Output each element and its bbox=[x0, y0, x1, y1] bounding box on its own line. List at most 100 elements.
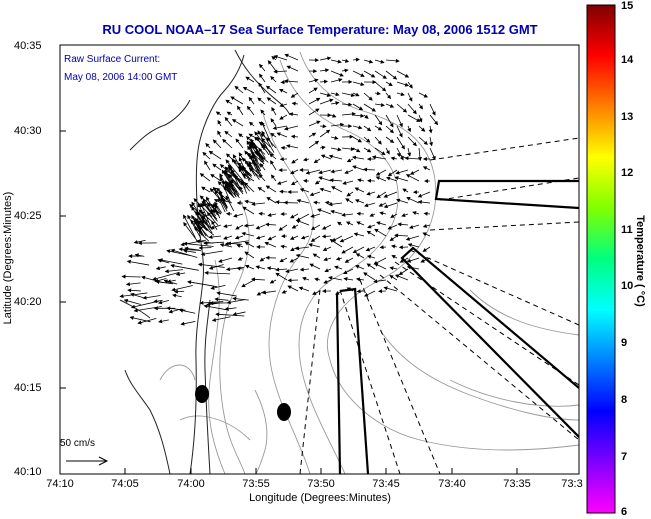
current-vector-head bbox=[273, 55, 278, 59]
y-tick-label: 40:15 bbox=[14, 382, 42, 394]
current-vector bbox=[219, 177, 231, 203]
current-vector-head bbox=[219, 243, 225, 248]
current-vector-head bbox=[206, 211, 211, 217]
current-vector bbox=[131, 300, 160, 308]
current-vector-head bbox=[231, 158, 236, 163]
current-vector-head bbox=[318, 170, 323, 175]
plot-frame bbox=[59, 44, 580, 475]
current-vector-head bbox=[261, 130, 266, 136]
current-vector-head bbox=[244, 182, 249, 187]
current-vector-head bbox=[335, 92, 340, 97]
current-vector-head bbox=[352, 165, 357, 170]
current-vector-head bbox=[212, 139, 218, 144]
current-vector-head bbox=[417, 193, 423, 198]
current-vector-head bbox=[321, 225, 327, 230]
current-vector-head bbox=[402, 188, 407, 193]
current-vector-head bbox=[369, 213, 374, 217]
current-vector-head bbox=[267, 60, 272, 65]
current-vector-head bbox=[319, 187, 324, 192]
current-vector-head bbox=[328, 202, 333, 207]
current-vector-head bbox=[334, 265, 339, 270]
current-vector bbox=[261, 121, 274, 147]
current-vector-head bbox=[214, 189, 219, 195]
current-vector-head bbox=[379, 211, 384, 216]
current-vector-head bbox=[309, 192, 315, 197]
current-vector-head bbox=[259, 257, 264, 262]
current-vector bbox=[201, 201, 218, 220]
current-vector-head bbox=[226, 300, 231, 305]
current-vector-head bbox=[255, 225, 261, 230]
current-vector-head bbox=[322, 124, 327, 129]
current-vector-head bbox=[329, 239, 335, 243]
current-vector-head bbox=[354, 199, 360, 203]
current-vector-head bbox=[203, 304, 208, 309]
current-vector-head bbox=[231, 119, 237, 123]
x-tick-label: 73:50 bbox=[307, 478, 335, 490]
current-vector-head bbox=[429, 142, 434, 147]
current-vector-head bbox=[407, 243, 413, 248]
current-vector bbox=[247, 146, 262, 168]
current-vector-head bbox=[278, 88, 284, 93]
current-vector-head bbox=[363, 167, 368, 172]
current-vector-head bbox=[267, 213, 272, 217]
current-vector-head bbox=[224, 306, 229, 311]
current-vector-head bbox=[241, 283, 246, 288]
current-vector bbox=[202, 198, 214, 217]
current-vector-head bbox=[233, 213, 238, 218]
current-vector-head bbox=[125, 282, 131, 287]
current-vector-head bbox=[428, 129, 433, 134]
current-vector-head bbox=[225, 267, 231, 272]
current-vector-head bbox=[251, 277, 256, 282]
current-vector-head bbox=[310, 213, 315, 218]
current-vector-head bbox=[137, 320, 142, 325]
current-vector bbox=[183, 215, 196, 238]
current-vector-head bbox=[227, 182, 232, 187]
current-vector-head bbox=[245, 76, 250, 81]
current-vector-head bbox=[141, 275, 146, 280]
current-vector-head bbox=[270, 174, 275, 179]
current-vector-head bbox=[312, 291, 317, 295]
x-tick-label: 73:3 bbox=[561, 478, 583, 490]
current-vector bbox=[184, 243, 214, 247]
current-vector-head bbox=[313, 87, 318, 92]
current-vector-head bbox=[408, 97, 413, 102]
current-vector bbox=[187, 281, 218, 288]
current-vector-head bbox=[265, 255, 270, 260]
current-vector-head bbox=[197, 202, 202, 208]
current-vector bbox=[167, 307, 186, 311]
current-vector-head bbox=[164, 269, 169, 274]
current-vector-head bbox=[290, 134, 296, 139]
current-vector bbox=[127, 260, 150, 266]
current-vector-head bbox=[200, 211, 205, 216]
current-vector-head bbox=[280, 80, 285, 85]
current-vector-head bbox=[419, 105, 424, 110]
current-vector-head bbox=[404, 82, 410, 87]
current-vector-head bbox=[191, 214, 195, 220]
current-vector-head bbox=[431, 155, 436, 161]
current-vector-head bbox=[232, 154, 237, 159]
current-vector-head bbox=[242, 206, 247, 211]
current-vector-head bbox=[212, 163, 217, 168]
current-vector-head bbox=[199, 195, 204, 200]
current-vector-head bbox=[356, 221, 361, 226]
x-axis-label: Longitude (Degrees:Minutes) bbox=[249, 492, 391, 504]
radial-coverage-lines bbox=[299, 137, 579, 474]
current-vector-head bbox=[137, 241, 142, 246]
current-vector-head bbox=[281, 289, 286, 294]
current-vector-head bbox=[261, 121, 265, 126]
current-vector-head bbox=[343, 270, 348, 274]
scale-vector-label: 50 cm/s bbox=[60, 438, 96, 449]
current-vector-head bbox=[337, 59, 342, 64]
current-vector-head bbox=[295, 253, 300, 258]
current-vector-head bbox=[223, 224, 228, 229]
current-vector-head bbox=[175, 272, 181, 276]
current-vector bbox=[198, 263, 225, 268]
current-vector-head bbox=[273, 69, 278, 74]
colorbar bbox=[586, 4, 616, 514]
x-tick-label: 73:40 bbox=[438, 478, 466, 490]
current-vector-head bbox=[180, 242, 185, 247]
current-vector-head bbox=[224, 184, 229, 190]
current-vector-head bbox=[352, 249, 358, 253]
current-vector-head bbox=[375, 176, 381, 181]
current-vector-head bbox=[391, 244, 396, 249]
